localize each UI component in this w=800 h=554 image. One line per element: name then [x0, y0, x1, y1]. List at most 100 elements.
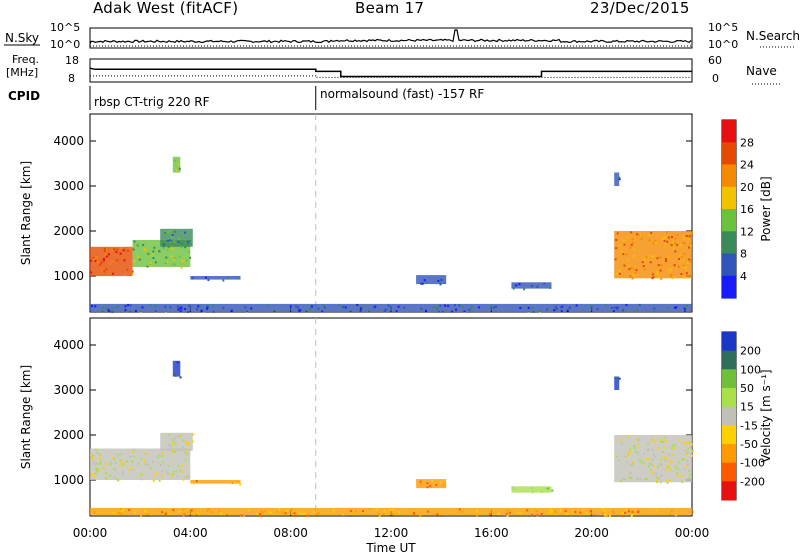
echo-pixel [619, 439, 622, 442]
echo-pixel [134, 309, 137, 312]
echo-pixel [634, 271, 637, 274]
echo-pixel [153, 474, 156, 477]
echo-pixel [519, 512, 522, 514]
echo-pixel [673, 264, 676, 267]
echo-pixel [143, 459, 146, 462]
echo-pixel [688, 473, 691, 476]
echo-pixel [172, 442, 174, 445]
echo-pixel [686, 262, 689, 265]
echo-pixel [651, 255, 654, 258]
echo-pixel [237, 276, 239, 279]
echo-pixel [139, 310, 142, 313]
echo-pixel [395, 310, 398, 313]
echo-pixel [129, 247, 131, 250]
echo-pixel [368, 309, 370, 312]
echo-pixel [684, 309, 687, 312]
echo-pixel [670, 509, 673, 512]
echo-pixel [239, 483, 242, 486]
echo-pixel [373, 306, 376, 309]
echo-pixel [436, 513, 439, 516]
echo-pixel [476, 514, 479, 517]
echo-pixel [659, 458, 662, 461]
freq-tick-bottom: 8 [68, 72, 75, 85]
echo-pixel [560, 310, 563, 313]
echo-pixel [147, 252, 150, 255]
echo-pixel [109, 474, 112, 477]
echo-pixel [185, 476, 188, 479]
echo-pixel [120, 510, 123, 513]
echo-pixel [527, 306, 530, 309]
echo-pixel [259, 514, 261, 517]
echo-pixel [657, 264, 660, 267]
echo-pixel [163, 246, 166, 249]
echo-pixel [412, 511, 415, 514]
echo-pixel [630, 267, 633, 270]
echo-pixel [165, 471, 168, 474]
echo-pixel [589, 512, 592, 515]
echo-pixel [654, 241, 657, 244]
echo-pixel [690, 443, 693, 446]
echo-pixel [639, 478, 642, 481]
echo-pixel [681, 480, 684, 483]
echo-pixel [536, 510, 539, 513]
echo-pixel [259, 512, 261, 515]
echo-pixel [637, 234, 640, 237]
echo-pixel [169, 306, 172, 309]
echo-pixel [141, 306, 144, 309]
echo-pixel [419, 480, 422, 483]
echo-pixel [659, 463, 662, 466]
echo-pixel [374, 305, 377, 308]
ytick-label: 4000 [53, 338, 84, 352]
echo-pixel [433, 513, 436, 516]
echo-region [90, 507, 692, 516]
echo-pixel [350, 513, 353, 516]
echo-pixel [431, 479, 434, 482]
echo-pixel [170, 236, 173, 239]
echo-pixel [515, 511, 518, 514]
echo-pixel [383, 509, 386, 512]
colorbar-cell [722, 350, 736, 370]
echo-pixel [447, 304, 450, 307]
echo-pixel [132, 448, 135, 451]
echo-pixel [550, 509, 553, 512]
echo-pixel [614, 258, 617, 261]
echo-pixel [300, 513, 303, 515]
echo-pixel [186, 453, 188, 456]
echo-pixel [106, 307, 109, 310]
echo-pixel [625, 304, 628, 307]
freq-panel-frame [89, 58, 693, 83]
echo-pixel [129, 456, 132, 458]
echo-pixel [682, 458, 685, 461]
echo-pixel [139, 473, 142, 476]
echo-pixel [179, 307, 182, 310]
colorbar-tick-label: -100 [740, 457, 765, 470]
echo-region [511, 486, 552, 493]
echo-pixel [172, 373, 175, 376]
echo-pixel [168, 443, 170, 446]
echo-pixel [192, 433, 195, 436]
echo-pixel [673, 241, 676, 244]
echo-pixel [453, 304, 456, 307]
echo-pixel [682, 241, 685, 244]
echo-pixel [685, 465, 688, 468]
echo-pixel [102, 467, 105, 470]
echo-pixel [671, 277, 674, 280]
echo-pixel [116, 259, 119, 262]
echo-pixel [284, 512, 287, 515]
echo-pixel [618, 176, 621, 179]
nsky-trace [89, 29, 692, 45]
echo-pixel [682, 264, 685, 267]
echo-pixel [687, 448, 690, 451]
echo-pixel [655, 509, 658, 512]
echo-pixel [342, 306, 345, 309]
nsearch-label: N.Search [746, 29, 800, 43]
echo-pixel [637, 438, 640, 441]
colorbar-tick-label: -50 [740, 438, 758, 451]
colorbar-cell [722, 462, 736, 482]
echo-pixel [110, 260, 113, 263]
echo-pixel [156, 456, 159, 459]
echo-pixel [180, 260, 183, 263]
echo-pixel [120, 464, 123, 467]
echo-pixel [666, 481, 669, 484]
echo-pixel [281, 510, 284, 513]
